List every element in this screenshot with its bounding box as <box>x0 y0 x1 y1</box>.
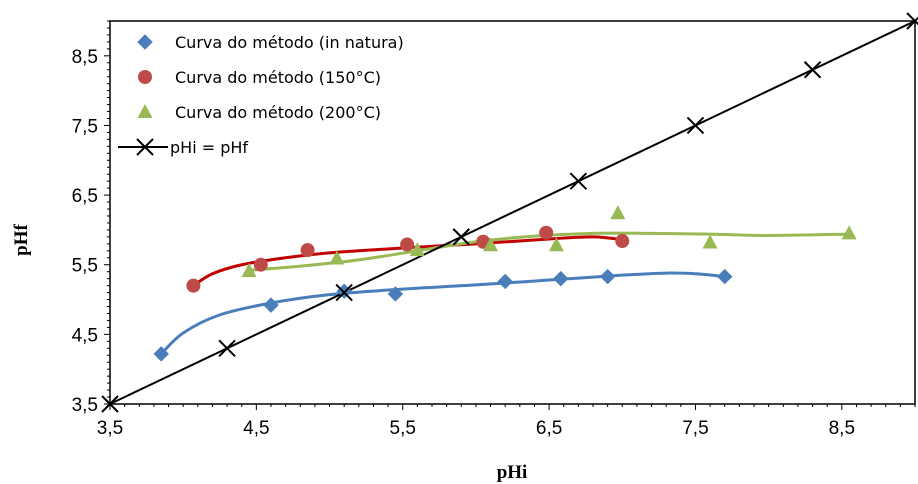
identity-point <box>452 228 470 246</box>
in-natura-trend-line <box>160 271 725 355</box>
identity-point <box>906 12 918 30</box>
in-natura-point <box>553 270 569 287</box>
in-natura-point <box>717 268 733 285</box>
x-tick-label: 5,5 <box>390 418 416 439</box>
y-tick-label: 4,5 <box>72 325 98 346</box>
series-200c-point <box>483 237 499 252</box>
legend-item-200c: Curva do método (200°C) <box>137 103 381 122</box>
axes <box>104 20 916 410</box>
identity-point <box>686 116 705 135</box>
legend: Curva do método (in natura) Curva do méto… <box>112 23 464 167</box>
legend-item-150c: Curva do método (150°C) <box>138 68 381 87</box>
series-200c-point <box>329 250 345 265</box>
x-axis-title: pHi <box>497 462 528 483</box>
identity-point <box>218 339 236 357</box>
y-tick-label: 6,5 <box>72 186 98 207</box>
legend-marker <box>136 138 154 156</box>
x-tick-label: 4,5 <box>243 418 269 439</box>
series-150c-point <box>186 278 201 293</box>
y-tick-label: 8,5 <box>72 47 98 68</box>
series-150c-point <box>539 225 554 240</box>
identity-point <box>101 395 119 413</box>
series-200c-point <box>548 237 564 252</box>
y-tick-label: 5,5 <box>72 256 98 277</box>
legend-box <box>112 23 464 167</box>
x-tick-label: 6,5 <box>536 418 562 439</box>
series-200c-point <box>841 225 857 240</box>
legend-item-in-natura: Curva do método (in natura) <box>137 33 404 52</box>
legend-marker <box>137 104 153 118</box>
series-200c-point <box>241 262 257 277</box>
in-natura-point <box>153 346 169 362</box>
series-150c-point <box>400 237 415 252</box>
tick-labels: 3,5 4,5 5,5 6,5 7,5 8,5 3,5 4,5 5,5 6,5 7,5 8,5 <box>72 47 855 439</box>
series-150c-point <box>615 234 630 249</box>
legend-label: Curva do método (150°C) <box>175 68 381 87</box>
in-natura-point <box>599 268 616 285</box>
plot-frame <box>109 20 916 405</box>
in-natura-point <box>387 286 404 302</box>
legend-marker <box>138 70 152 84</box>
series-200c-point <box>702 234 718 249</box>
identity-point <box>569 172 588 190</box>
legend-item-identity: pHi = pHf <box>118 138 248 157</box>
legend-marker <box>137 34 153 50</box>
legend-label: Curva do método (in natura) <box>175 33 404 52</box>
y-tick-label: 7,5 <box>72 116 98 137</box>
data-markers <box>101 12 918 413</box>
in-natura-point <box>263 297 279 313</box>
legend-label: pHi = pHf <box>170 138 248 157</box>
y-axis-title: pHf <box>11 223 32 255</box>
x-tick-label: 7,5 <box>682 418 708 439</box>
series-150c-trend-line <box>192 235 623 287</box>
y-tick-label: 3,5 <box>72 395 98 416</box>
identity-point <box>803 61 822 79</box>
series-200c-point <box>610 205 626 220</box>
series-150c-point <box>300 243 315 258</box>
series-200c-point <box>409 242 425 257</box>
in-natura-point <box>497 273 513 290</box>
identity-line <box>109 20 916 405</box>
legend-label: Curva do método (200°C) <box>175 103 381 122</box>
series-150c-point <box>253 257 268 272</box>
x-tick-label: 3,5 <box>97 418 123 439</box>
x-tick-label: 8,5 <box>829 418 855 439</box>
identity-point <box>335 283 353 302</box>
